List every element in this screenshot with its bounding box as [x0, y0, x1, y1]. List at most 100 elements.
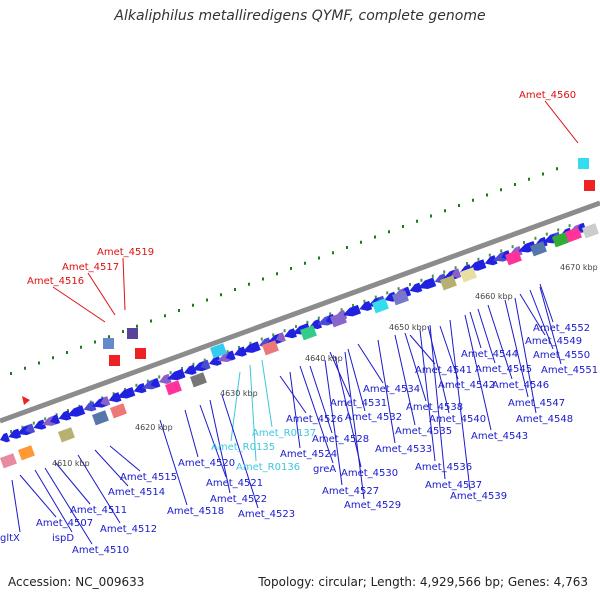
gc-dot — [220, 293, 222, 297]
leader-line — [184, 409, 199, 458]
gc-dot — [374, 235, 376, 239]
gc-dot — [290, 267, 292, 270]
gc-dot — [386, 291, 389, 295]
leader-line — [44, 467, 93, 545]
gc-dot — [89, 400, 92, 404]
feature-label: Amet_4552 — [533, 323, 590, 334]
gc-dot — [238, 346, 240, 349]
feature-label: Amet_4534 — [363, 384, 420, 395]
leader-line — [249, 364, 257, 462]
gc-dot — [276, 272, 278, 276]
gc-dot — [430, 214, 432, 218]
gc-dot — [158, 375, 161, 379]
feature-label: greA — [313, 464, 336, 475]
leader-line — [439, 325, 459, 380]
leader-line — [230, 371, 241, 442]
gc-dot — [488, 253, 491, 257]
feature-label: Amet_4532 — [345, 412, 402, 423]
label-layer: 4610 kbp 4620 kbp 4630 kbp 4640 kbp 4650 kbp… — [0, 90, 598, 556]
gc-dot — [431, 274, 434, 278]
gc-dot — [545, 232, 548, 236]
leader-line — [334, 355, 362, 468]
feature-block — [584, 180, 595, 191]
cds-arrow — [75, 405, 86, 415]
feature-label: Amet_4519 — [97, 247, 154, 258]
topology-summary: Topology: circular; Length: 4,929,566 bp… — [258, 575, 588, 589]
gc-dot — [523, 241, 525, 244]
leader-line — [77, 454, 121, 524]
feature-label: Amet_4550 — [533, 350, 590, 361]
leader-line — [34, 469, 73, 533]
gc-dot — [454, 266, 457, 270]
gc-dot — [486, 193, 488, 197]
feature-label: gltX — [0, 533, 20, 544]
gc-dot — [466, 262, 468, 265]
cds-arrow — [50, 414, 61, 425]
leader-line — [514, 297, 537, 414]
feature-block — [110, 403, 127, 419]
gc-dot — [556, 167, 558, 171]
leader-line — [487, 304, 513, 380]
leader-line — [427, 325, 450, 414]
gc-dot — [283, 329, 286, 333]
gc-dot — [234, 288, 236, 291]
leader-line — [299, 365, 334, 464]
gc-dot — [352, 304, 354, 307]
gc-dot — [10, 430, 12, 433]
feature-block — [0, 453, 17, 469]
leader-line — [221, 394, 259, 509]
gc-dot — [94, 340, 96, 344]
cds-arrow — [409, 282, 423, 293]
gc-dot — [340, 308, 343, 312]
feature-block — [578, 158, 589, 169]
gc-dot — [108, 335, 110, 339]
feature-label: Amet_4541 — [415, 365, 472, 376]
feature-label: Amet_4526 — [286, 414, 343, 425]
feature-block — [300, 325, 317, 341]
feature-block — [18, 445, 35, 461]
gc-dot — [477, 257, 480, 261]
feature-label: Amet_4514 — [108, 487, 165, 498]
cds-arrow — [158, 373, 172, 384]
feature-block — [135, 348, 146, 359]
feature-label: Amet_4547 — [508, 398, 565, 409]
feature-block — [58, 427, 75, 443]
feature-block — [552, 232, 569, 248]
cds-arrow — [234, 346, 247, 357]
feature-label: Amet_4515 — [120, 472, 177, 483]
feature-label: Amet_4527 — [322, 486, 379, 497]
leader-line — [289, 371, 301, 449]
gc-dot — [306, 320, 309, 324]
gc-dot — [150, 319, 152, 323]
feature-label: Amet_4524 — [280, 449, 337, 460]
cds-arrow — [175, 368, 186, 379]
feature-block — [209, 343, 227, 359]
gc-dot — [272, 333, 275, 337]
feature-label: Amet_4543 — [471, 431, 528, 442]
leader-line — [469, 311, 482, 349]
feature-layer — [0, 158, 599, 469]
gc-dot — [420, 278, 423, 282]
cds-arrow — [125, 387, 136, 397]
gc-dot — [444, 209, 446, 213]
gc-dot — [248, 282, 250, 286]
feature-label: Amet_4518 — [167, 506, 224, 517]
cds-arrow — [150, 377, 161, 388]
gc-dot — [66, 351, 68, 354]
leader-line — [477, 308, 496, 364]
feature-label: Amet_4537 — [425, 480, 482, 491]
cds-arrow — [183, 364, 197, 375]
feature-block — [565, 227, 582, 243]
gc-dot — [101, 396, 104, 400]
cds-arrow — [100, 396, 111, 406]
cds-arrow — [208, 355, 222, 366]
feature-label: Amet_4560 — [519, 90, 576, 101]
leader-line — [344, 351, 365, 500]
feature-label: Amet_4535 — [395, 426, 452, 437]
cds-arrow — [83, 401, 97, 412]
cds-arrow — [350, 304, 361, 315]
leader-line — [329, 351, 351, 398]
feature-block — [262, 340, 279, 356]
gc-dot — [363, 299, 366, 303]
gc-dot — [124, 388, 126, 391]
